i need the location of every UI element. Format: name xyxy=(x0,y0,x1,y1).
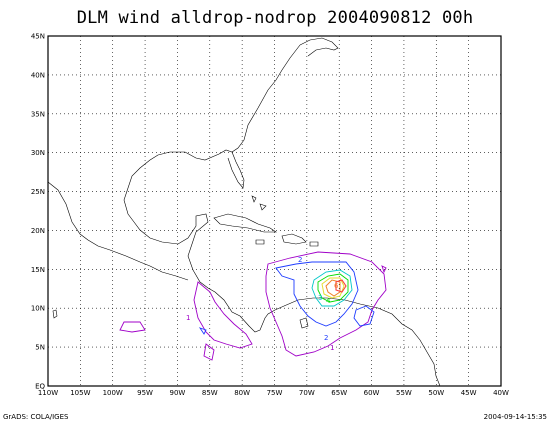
contours-level-2 xyxy=(198,261,375,335)
map-title: DLM wind alldrop-nodrop 2004090812 00h xyxy=(76,8,474,28)
lat-tick-label: 45N xyxy=(31,33,45,41)
lat-lon-grid xyxy=(48,36,501,386)
lon-tick-label: 40W xyxy=(493,389,509,397)
lon-tick-label: 60W xyxy=(364,389,380,397)
contours-level-3 xyxy=(311,269,353,307)
lat-tick-label: 5N xyxy=(35,344,45,352)
contour-label-1b: 1 xyxy=(330,344,334,352)
lon-tick-label: 70W xyxy=(299,389,315,397)
lon-tick-label: 50W xyxy=(428,389,444,397)
contour-labels: 1 1 2 2 3 4 6 xyxy=(186,256,339,352)
footer-timestamp: 2004-09-14-15:35 xyxy=(483,413,547,421)
contour-label-2: 2 xyxy=(298,256,302,264)
lon-tick-label: 110W xyxy=(38,389,58,397)
lon-tick-label: 80W xyxy=(234,389,250,397)
footer-credit: GrADS: COLA/IGES xyxy=(3,413,69,421)
lon-tick-label: 105W xyxy=(70,389,90,397)
lat-tick-label: 30N xyxy=(31,149,45,157)
lon-tick-label: 75W xyxy=(267,389,283,397)
lat-tick-label: 40N xyxy=(31,71,45,79)
lat-tick-label: 15N xyxy=(31,266,45,274)
lon-tick-label: 85W xyxy=(202,389,218,397)
contour-label-3: 3 xyxy=(318,294,322,302)
lat-tick-label: 20N xyxy=(31,227,45,235)
lon-tick-label: 55W xyxy=(396,389,412,397)
contours-level-4 xyxy=(317,273,349,303)
lon-tick-label: 65W xyxy=(331,389,347,397)
lat-tick-label: 35N xyxy=(31,110,45,118)
contours-level-5 xyxy=(321,277,345,299)
latitude-labels: EQ 5N 10N 15N 20N 25N 30N 35N 40N 45N xyxy=(31,33,46,391)
coastlines xyxy=(47,37,441,387)
contour-label-2b: 2 xyxy=(324,334,328,342)
longitude-labels: 110W 105W 100W 95W 90W 85W 80W 75W 70W 65W 60W 55W 5… xyxy=(38,389,509,397)
lon-tick-label: 100W xyxy=(103,389,123,397)
lon-tick-label: 45W xyxy=(461,389,477,397)
contour-label-6: 6 xyxy=(334,282,339,290)
contour-label-4: 4 xyxy=(326,297,331,305)
lat-tick-label: 25N xyxy=(31,188,45,196)
lon-tick-label: 95W xyxy=(137,389,153,397)
lat-tick-label: EQ xyxy=(35,383,45,391)
contours-level-1 xyxy=(119,251,387,361)
contours-level-7 xyxy=(335,279,347,293)
contour-label-1: 1 xyxy=(186,314,190,322)
lon-tick-label: 90W xyxy=(170,389,186,397)
contours-level-6 xyxy=(325,279,341,297)
lat-tick-label: 10N xyxy=(31,305,45,313)
